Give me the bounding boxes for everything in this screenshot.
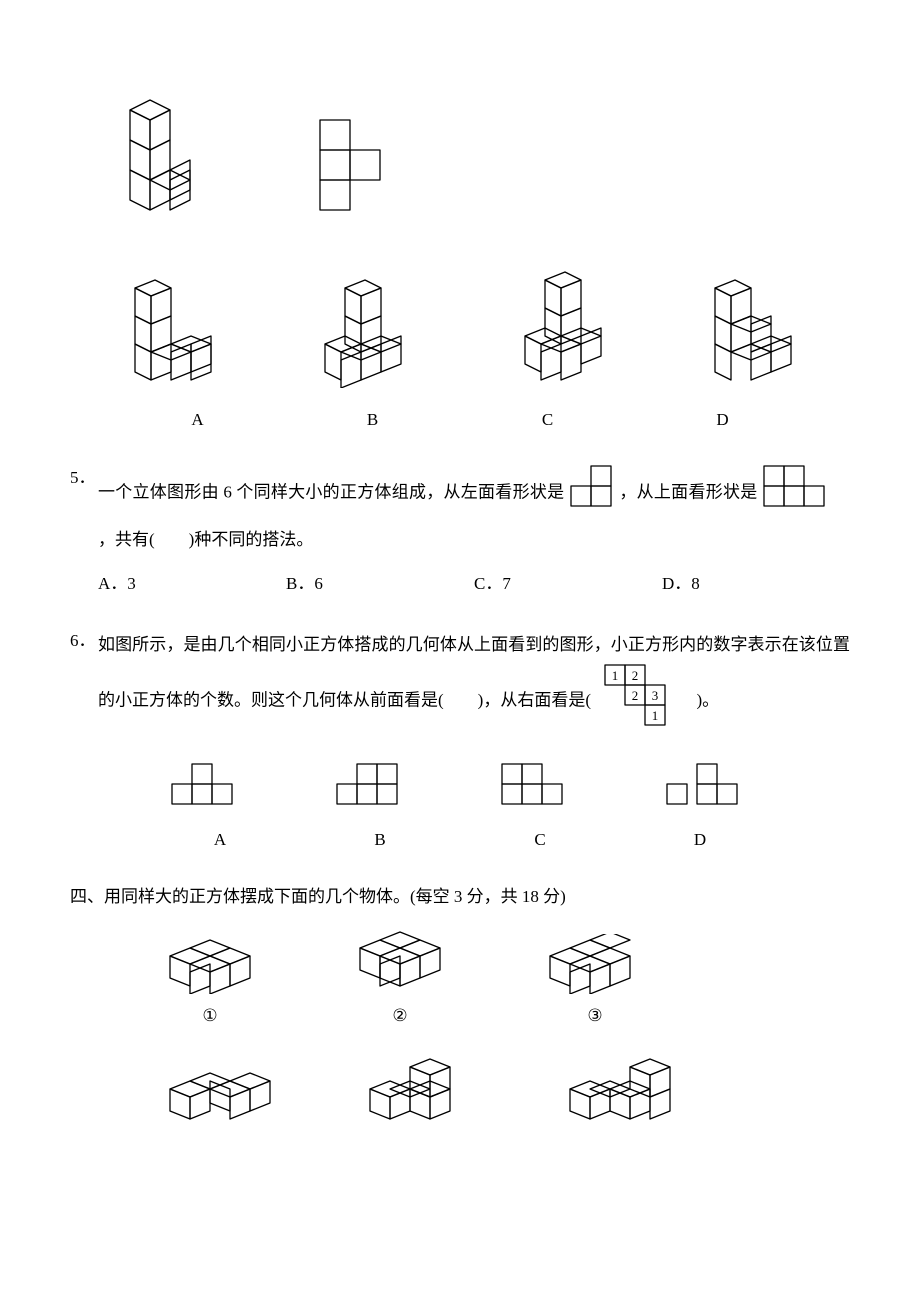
q5-left-view [569, 464, 615, 523]
q5: 5． 一个立体图形由 6 个同样大小的正方体组成，从左面看形状是 ，从上面看形状… [70, 464, 850, 558]
q4-label-c: C [460, 406, 635, 433]
q6-fig-a [168, 758, 258, 822]
s4-fig-6 [560, 1055, 690, 1129]
q6-label-d: D [620, 826, 780, 853]
q6-label-c: C [460, 826, 620, 853]
s4-fig-2: ② [350, 930, 450, 1029]
q6-fig-c [498, 758, 588, 822]
s4-num-1: ① [160, 1002, 260, 1029]
q6-grid-v2: 2 [632, 688, 639, 703]
section4-row2 [160, 1055, 850, 1129]
q6-num: 6． [70, 627, 98, 739]
s4-fig-4 [160, 1071, 280, 1129]
q5-opt-d: D．8 [662, 570, 850, 597]
q4-top-right [310, 110, 410, 228]
q6-close-paren: )。 [679, 690, 719, 709]
s4-fig-5 [360, 1055, 480, 1129]
q6-body: 如图所示，是由几个相同小正方体搭成的几何体从上面看到的图形，小正方形内的数字表示… [98, 627, 850, 739]
q5-opt-b: B．6 [286, 570, 474, 597]
q6: 6． 如图所示，是由几个相同小正方体搭成的几何体从上面看到的图形，小正方形内的数… [70, 627, 850, 739]
q5-opt-a: A．3 [98, 570, 286, 597]
s4-fig-3: ③ [540, 934, 650, 1029]
q5-opt-c: C．7 [474, 570, 662, 597]
q4-label-a: A [110, 406, 285, 433]
q5-text-c: ，共有( )种不同的搭法。 [98, 530, 313, 549]
q5-body: 一个立体图形由 6 个同样大小的正方体组成，从左面看形状是 ，从上面看形状是 ，… [98, 464, 850, 558]
q4-options-row [90, 268, 850, 396]
section4-row1: ① ② ③ [160, 930, 850, 1029]
q4-opt-a-fig [115, 268, 255, 396]
q6-fig-d [663, 758, 753, 822]
q5-num: 5． [70, 464, 98, 558]
q6-grid-v0: 1 [612, 668, 619, 683]
q6-line1: 如图所示，是由几个相同小正方体搭成的几何体从上面看到的图形，小正方形内的数字表示… [98, 635, 850, 709]
q4-opt-b-fig [305, 268, 445, 396]
q4-label-b: B [285, 406, 460, 433]
q6-fig-b [333, 758, 423, 822]
q6-grid: 1 2 2 3 1 [603, 663, 667, 740]
q6-label-b: B [300, 826, 460, 853]
q4-labels: A B C D [110, 406, 810, 433]
q4-opt-c-fig [495, 268, 635, 396]
q5-opts: A．3 B．6 C．7 D．8 [98, 570, 850, 597]
s4-num-3: ③ [540, 1002, 650, 1029]
q6-labels: A B C D [140, 826, 780, 853]
s4-num-2: ② [350, 1002, 450, 1029]
q5-text-b: ，从上面看形状是 [619, 482, 757, 501]
section4-head: 四、用同样大的正方体摆成下面的几个物体。(每空 3 分，共 18 分) [70, 883, 850, 910]
q5-text-a: 一个立体图形由 6 个同样大小的正方体组成，从左面看形状是 [98, 482, 564, 501]
q6-grid-v4: 1 [652, 708, 659, 723]
s4-fig-1: ① [160, 938, 260, 1029]
q4-opt-d-fig [685, 268, 825, 396]
q4-top-row [110, 80, 850, 228]
q6-label-a: A [140, 826, 300, 853]
q5-top-view [762, 464, 850, 523]
q6-option-figs [130, 758, 790, 822]
q4-top-left [110, 80, 220, 228]
q4-label-d: D [635, 406, 810, 433]
q6-grid-v1: 2 [632, 668, 639, 683]
q6-grid-v3: 3 [652, 688, 659, 703]
